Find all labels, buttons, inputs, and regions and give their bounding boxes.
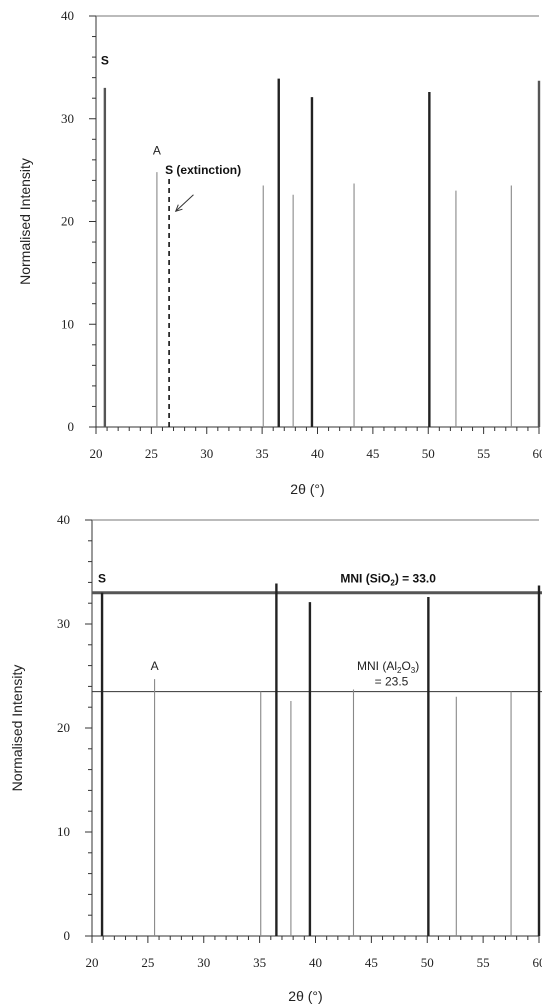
x-tick-label: 40 [311,446,324,461]
x-tick-label: 35 [256,446,269,461]
annotation-label: S (extinction) [165,163,241,177]
x-tick-label: 45 [365,955,378,970]
x-axis-title: 2θ (°) [288,988,322,1004]
x-tick-label: 45 [366,446,379,461]
arrow-line [175,194,194,212]
annotation-label: MNI (Al2O3) [357,659,419,675]
x-tick-label: 60 [533,955,542,970]
x-tick-label: 30 [197,955,210,970]
y-tick-label: 20 [61,214,74,229]
y-tick-label: 40 [61,8,74,23]
y-axis-title: Normalised Intensity [17,158,33,285]
annotation-label: MNI (SiO2) = 33.0 [340,571,436,587]
y-tick-label: 40 [57,512,70,527]
chart-panel-2: 20 25 30 35 40 45 50 55 60 0 10 20 30 40 2θ (°) Normali… [9,512,542,1004]
x-tick-label: 60 [533,446,542,461]
x-tick-label: 25 [145,446,158,461]
arrow-head [174,204,183,213]
y-tick-label: 30 [57,616,70,631]
annotation-label: = 23.5 [375,674,409,688]
x-tick-label: 55 [477,446,490,461]
x-tick-label: 20 [86,955,99,970]
y-axis-title: Normalised Intensity [9,665,25,792]
x-tick-label: 50 [422,446,435,461]
x-tick-label: 35 [253,955,266,970]
annotation-label: S [98,571,106,585]
y-tick-label: 30 [61,111,74,126]
annotation-label: S [101,53,109,67]
x-tick-label: 25 [141,955,154,970]
chart-panel-1: 20 25 30 35 40 45 50 55 60 0 10 20 30 40 2θ (°) Normali… [17,8,542,497]
y-tick-label: 0 [64,928,71,943]
x-tick-label: 20 [90,446,103,461]
x-tick-label: 55 [477,955,490,970]
y-tick-label: 0 [68,419,75,434]
x-axis-title: 2θ (°) [290,481,324,497]
y-tick-label: 10 [57,824,70,839]
y-tick-label: 10 [61,316,74,331]
annotation-label: A [153,144,161,158]
x-tick-label: 40 [309,955,322,970]
x-tick-label: 30 [200,446,213,461]
x-tick-label: 50 [421,955,434,970]
y-tick-label: 20 [57,720,70,735]
annotation-label: A [151,659,159,673]
